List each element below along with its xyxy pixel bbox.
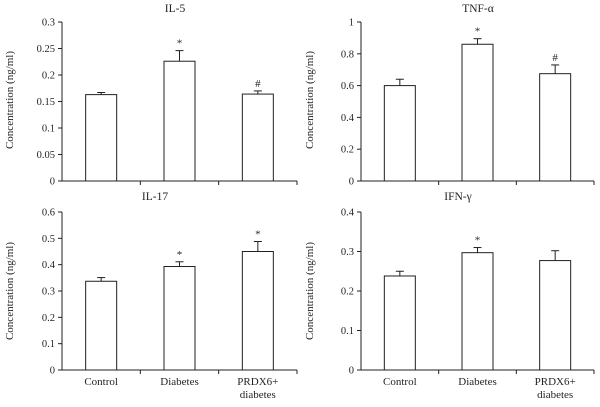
y-tick-label: 0.1 bbox=[341, 326, 354, 337]
y-tick-label: 0 bbox=[349, 177, 354, 188]
chart-panel-3: IL-17 Concentration (ng/ml) 0 0.1 0.2 0.3 0.4 0… bbox=[4, 191, 298, 401]
bar-1 bbox=[85, 280, 118, 371]
bar-2 bbox=[163, 60, 196, 182]
y-tick-label: 0.2 bbox=[341, 145, 354, 156]
bar-2 bbox=[163, 266, 196, 371]
y-axis-label: Concentration (ng/ml) bbox=[4, 51, 16, 149]
y-tick-label: 0.6 bbox=[42, 208, 55, 219]
y-tick-label: 0.4 bbox=[341, 113, 355, 124]
y-tick-label: 0.4 bbox=[42, 260, 56, 271]
y-tick-label: 0.3 bbox=[42, 18, 55, 29]
x-tick-label: Diabetes bbox=[160, 376, 198, 388]
significance-mark: # bbox=[552, 52, 558, 64]
x-tick-label-line: Control bbox=[383, 376, 417, 388]
y-tick-label: 0.1 bbox=[42, 339, 55, 350]
significance-mark: * bbox=[255, 228, 261, 240]
bar-1 bbox=[85, 94, 118, 182]
x-tick-label: PRDX6+ diabetes bbox=[535, 376, 576, 401]
chart-panel-2: TNF-α Concentration (ng/ml) 0 0.2 0.4 0.6 0.8 1… bbox=[304, 3, 595, 188]
bar-3 bbox=[539, 73, 572, 182]
y-tick-label: 0.1 bbox=[42, 124, 55, 135]
y-tick-label: 1 bbox=[349, 18, 354, 29]
y-tick-label: 0.2 bbox=[42, 71, 55, 82]
y-tick-label: 0.6 bbox=[341, 81, 354, 92]
x-tick-label-line: Diabetes bbox=[160, 376, 198, 388]
panel-title: IL-5 bbox=[165, 3, 186, 15]
panel-title: IFN-γ bbox=[444, 191, 471, 203]
chart-panel-1: IL-5 Concentration (ng/ml) 0 0.05 0.1 0.15 0.2… bbox=[4, 3, 298, 188]
bar-2 bbox=[461, 43, 494, 182]
bar-3 bbox=[241, 93, 274, 182]
y-tick-label: 0.3 bbox=[341, 247, 354, 258]
y-tick-label: 0.3 bbox=[42, 287, 55, 298]
x-tick-label-line: PRDX6+ bbox=[237, 376, 278, 388]
significance-mark: * bbox=[177, 38, 183, 50]
y-tick-label: 0.5 bbox=[42, 234, 55, 245]
y-tick-label: 0.8 bbox=[341, 49, 354, 60]
bar-3 bbox=[241, 251, 274, 371]
panel-title: IL-17 bbox=[142, 191, 168, 203]
y-tick-label: 0.15 bbox=[37, 97, 55, 108]
bar-1 bbox=[383, 85, 416, 182]
significance-mark: * bbox=[177, 249, 183, 261]
bar-2 bbox=[461, 252, 494, 371]
significance-mark: * bbox=[475, 235, 481, 247]
x-tick-label-line: Control bbox=[84, 376, 118, 388]
x-tick-label: PRDX6+ diabetes bbox=[237, 376, 278, 401]
y-tick-label: 0 bbox=[50, 177, 55, 188]
bar-3 bbox=[539, 260, 572, 371]
chart-panel-4: IFN-γ Concentration (ng/ml) 0 0.1 0.2 0.3 0.4 *… bbox=[304, 191, 595, 401]
x-tick-label-line: diabetes bbox=[537, 389, 573, 401]
y-tick-label: 0.25 bbox=[37, 44, 55, 55]
x-tick-label-line: diabetes bbox=[240, 389, 276, 401]
y-axis-label: Concentration (ng/ml) bbox=[304, 242, 316, 340]
significance-mark: # bbox=[255, 78, 261, 90]
y-axis-label: Concentration (ng/ml) bbox=[304, 51, 316, 149]
y-tick-label: 0.4 bbox=[341, 208, 355, 219]
significance-mark: * bbox=[475, 26, 481, 38]
y-tick-label: 0.05 bbox=[37, 150, 55, 161]
y-tick-label: 0.2 bbox=[42, 313, 55, 324]
x-tick-label-line: Diabetes bbox=[458, 376, 496, 388]
bar-1 bbox=[383, 275, 416, 371]
y-axis-label: Concentration (ng/ml) bbox=[4, 242, 16, 340]
y-tick-label: 0 bbox=[349, 366, 354, 377]
x-tick-label: Control bbox=[383, 376, 417, 388]
panel-title: TNF-α bbox=[462, 3, 494, 15]
x-tick-label: Diabetes bbox=[458, 376, 496, 388]
y-tick-label: 0 bbox=[50, 366, 55, 377]
x-tick-label-line: PRDX6+ bbox=[535, 376, 576, 388]
y-tick-label: 0.2 bbox=[341, 287, 354, 298]
x-tick-label: Control bbox=[84, 376, 118, 388]
